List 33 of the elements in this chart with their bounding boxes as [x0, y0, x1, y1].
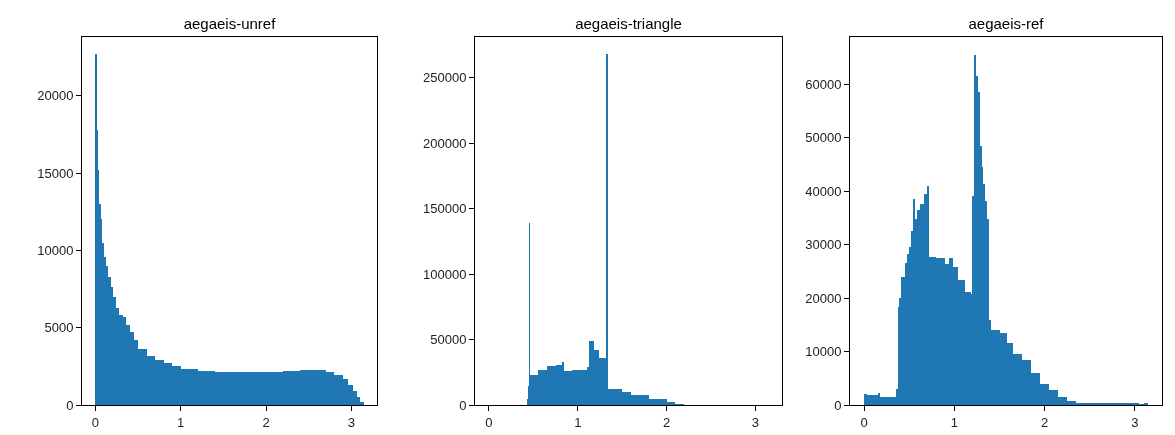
x-tick-label: 3	[1131, 414, 1139, 430]
x-tick-label: 0	[860, 414, 868, 430]
y-tick-label: 50000	[430, 332, 467, 348]
y-tick-label: 20000	[37, 88, 74, 104]
x-tick-label: 2	[262, 414, 270, 430]
x-tick-label: 1	[574, 414, 582, 430]
y-tick-label: 50000	[805, 130, 842, 146]
y-tick-label: 150000	[423, 201, 467, 217]
x-tick-label: 0	[91, 414, 100, 430]
y-tick-label: 0	[459, 397, 467, 413]
y-tick-label: 60000	[805, 76, 842, 92]
y-tick-label: 20000	[805, 290, 842, 306]
y-tick-label: 250000	[423, 70, 467, 86]
chart-title: aegaeis-ref	[968, 15, 1045, 32]
x-tick-label: 1	[950, 414, 959, 430]
y-tick-label: 0	[834, 397, 842, 413]
y-tick-label: 100000	[423, 266, 467, 282]
x-tick-label: 0	[485, 414, 493, 430]
y-tick-label: 200000	[423, 135, 467, 151]
y-tick-label: 5000	[44, 320, 74, 336]
x-tick-label: 2	[1041, 414, 1049, 430]
chart-title: aegaeis-unref	[183, 15, 277, 32]
y-tick-label: 10000	[37, 242, 74, 258]
x-tick-label: 1	[177, 414, 185, 430]
y-tick-label: 30000	[805, 237, 842, 253]
x-tick-label: 3	[751, 414, 759, 430]
x-tick-label: 3	[347, 414, 356, 430]
y-tick-label: 10000	[805, 344, 842, 360]
chart-title: aegaeis-triangle	[575, 15, 682, 32]
y-tick-label: 15000	[37, 165, 74, 181]
y-tick-label: 40000	[805, 183, 842, 199]
x-tick-label: 2	[662, 414, 671, 430]
y-tick-label: 0	[66, 397, 74, 413]
